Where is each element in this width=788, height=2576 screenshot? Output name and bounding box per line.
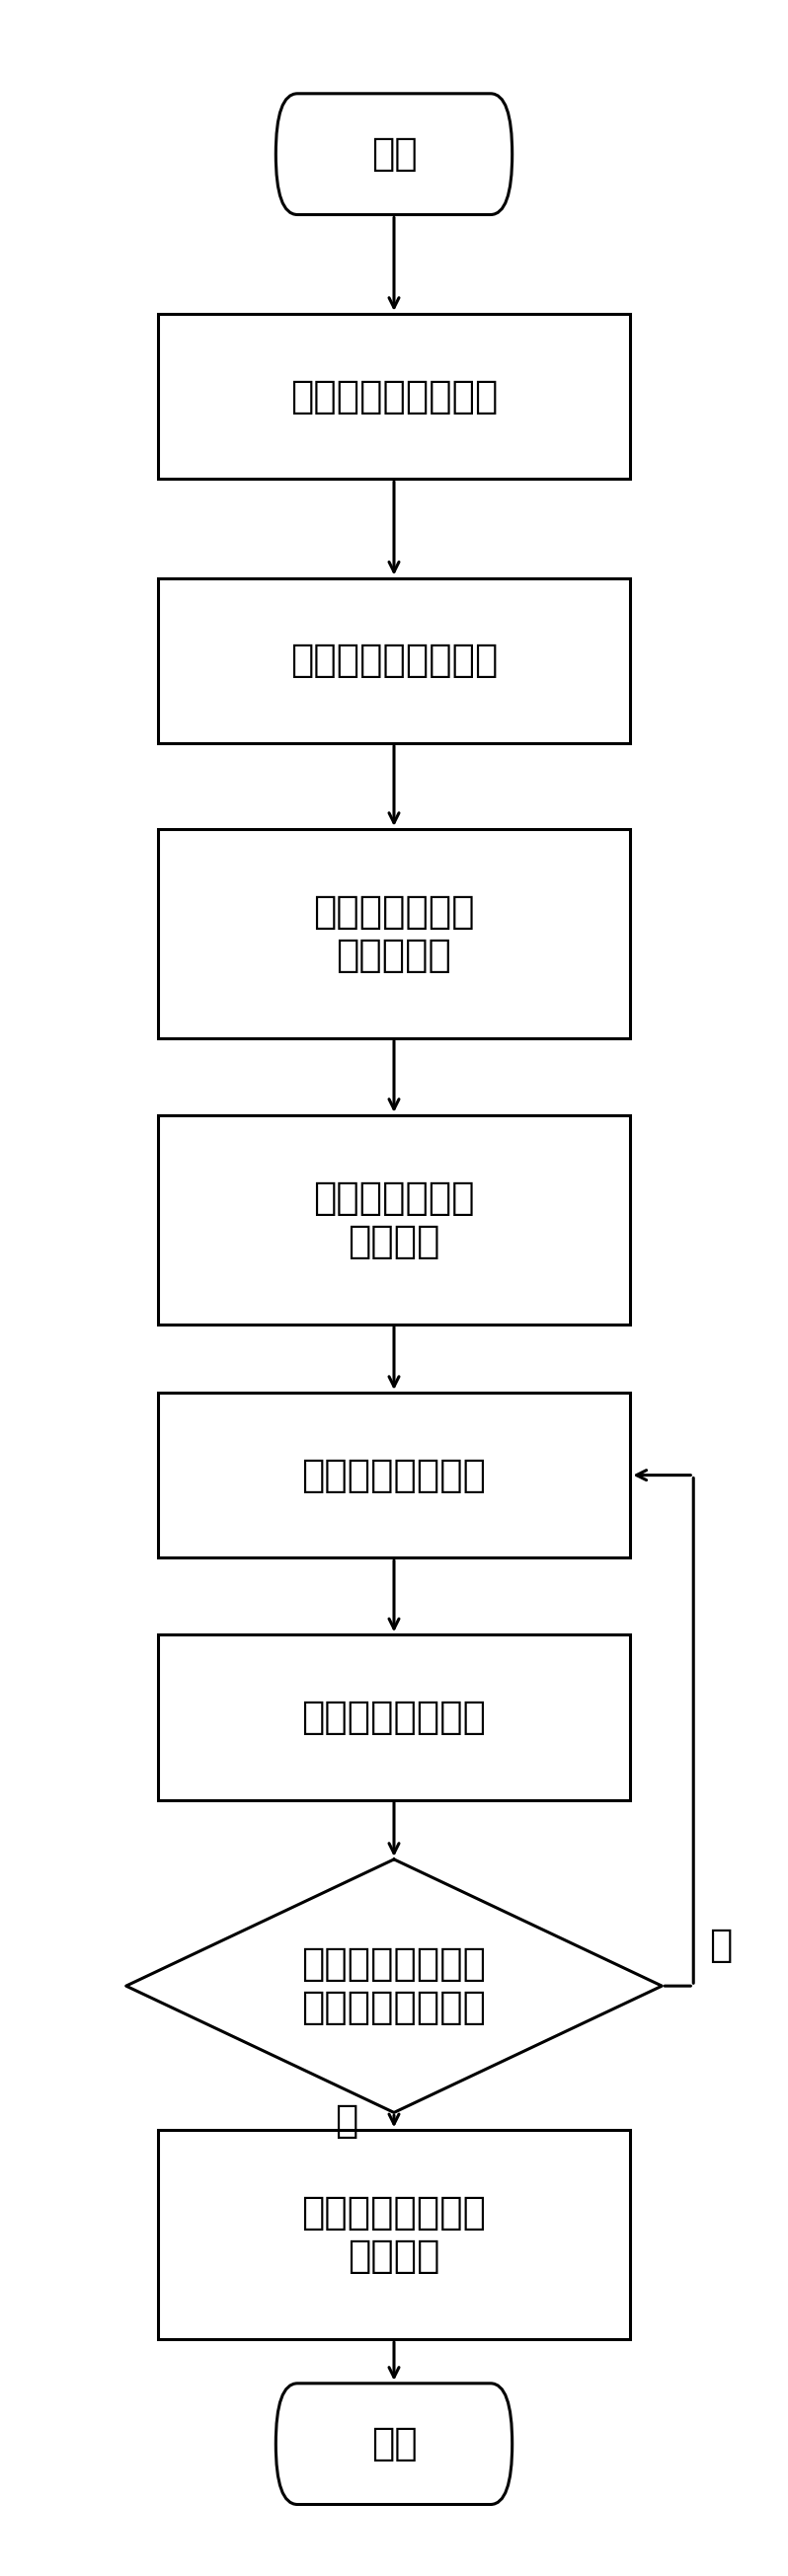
FancyBboxPatch shape xyxy=(158,829,630,1038)
FancyBboxPatch shape xyxy=(158,1394,630,1558)
FancyBboxPatch shape xyxy=(158,314,630,479)
Text: 划分虚拟格网点数据: 划分虚拟格网点数据 xyxy=(290,641,498,680)
FancyBboxPatch shape xyxy=(158,1636,630,1801)
Text: 构建虚拟格网点数据: 构建虚拟格网点数据 xyxy=(290,379,498,415)
Text: 开始: 开始 xyxy=(371,137,417,173)
Text: 是: 是 xyxy=(335,2102,359,2141)
FancyBboxPatch shape xyxy=(158,1115,630,1324)
Text: 检验神经网络模型
是否满足拟合精度: 检验神经网络模型 是否满足拟合精度 xyxy=(302,1945,486,2027)
Text: 虚拟格网点数据
插值处理: 虚拟格网点数据 插值处理 xyxy=(313,1180,475,1260)
FancyBboxPatch shape xyxy=(276,2383,512,2504)
FancyBboxPatch shape xyxy=(158,2130,630,2339)
Polygon shape xyxy=(126,1860,662,2112)
Text: 结束: 结束 xyxy=(371,2424,417,2463)
FancyBboxPatch shape xyxy=(158,577,630,742)
Text: 虚拟格网点数据
归一化处理: 虚拟格网点数据 归一化处理 xyxy=(313,894,475,974)
Text: 输出最佳神经网络
拟合模型: 输出最佳神经网络 拟合模型 xyxy=(302,2195,486,2275)
Text: 否: 否 xyxy=(709,1927,732,1963)
FancyBboxPatch shape xyxy=(276,93,512,214)
Text: 训练神经网络模型: 训练神经网络模型 xyxy=(302,1698,486,1736)
Text: 搭建神经网络模型: 搭建神经网络模型 xyxy=(302,1455,486,1494)
